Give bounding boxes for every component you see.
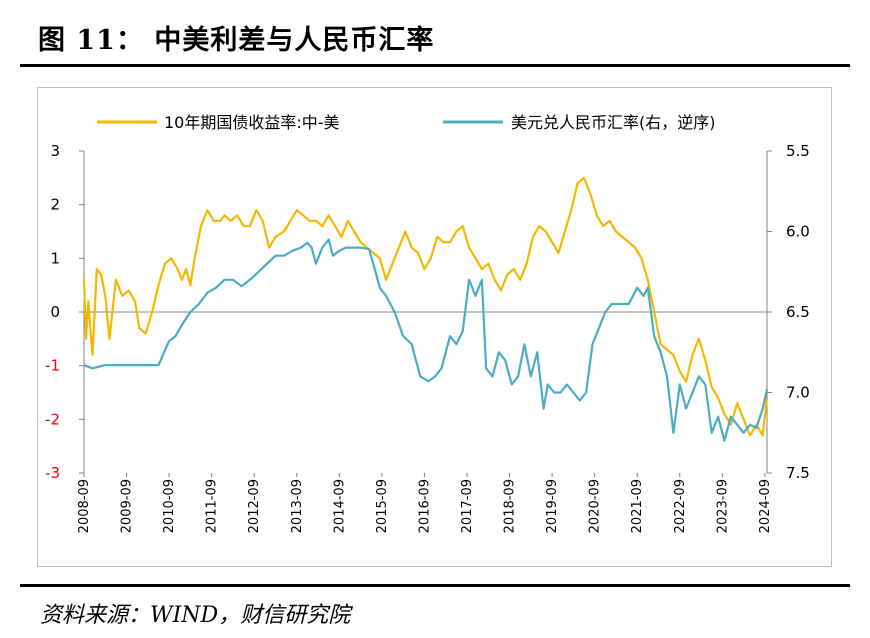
legend-label-spread: 10年期国债收益率:中-美: [164, 113, 340, 132]
right-tick-label: 7.0: [786, 384, 810, 402]
x-tick-label: 2010-09: [162, 479, 177, 533]
x-tick-label: 2018-09: [503, 479, 518, 533]
x-tick-label: 2013-09: [290, 479, 305, 533]
x-tick-label: 2022-09: [673, 479, 688, 533]
right-tick-label: 6.5: [786, 303, 810, 321]
bottom-rule: [20, 584, 850, 587]
x-tick-label: 2023-09: [715, 479, 730, 533]
legend-label-usdcny: 美元兑人民币汇率(右，逆序): [511, 113, 716, 132]
x-tick-label: 2015-09: [375, 479, 390, 533]
x-tick-label: 2017-09: [460, 479, 475, 533]
series-line-spread: [82, 176, 769, 437]
x-tick-label: 2021-09: [630, 479, 645, 533]
left-tick-label: 2: [50, 196, 60, 214]
figure-title: 图 11： 中美利差与人民币汇率: [38, 25, 435, 56]
chart-frame: [37, 87, 832, 567]
x-tick-label: 2009-09: [120, 479, 135, 533]
series-line-usdcny: [83, 238, 769, 442]
x-tick-label: 2020-09: [588, 479, 603, 533]
right-tick-label: 5.5: [786, 142, 810, 160]
left-tick-label: 1: [50, 249, 60, 267]
right-tick-label: 7.5: [786, 464, 810, 482]
x-tick-label: 2008-09: [77, 479, 92, 533]
left-tick-label: 3: [50, 142, 60, 160]
x-tick-label: 2024-09: [758, 479, 773, 533]
right-tick-label: 6.0: [786, 223, 810, 241]
left-tick-label: -3: [45, 464, 60, 482]
left-tick-label: -1: [45, 357, 60, 375]
left-tick-label: -2: [45, 410, 60, 428]
source-note: 资料来源：WIND，财信研究院: [40, 603, 351, 628]
x-tick-label: 2011-09: [205, 479, 220, 533]
x-tick-label: 2012-09: [247, 479, 262, 533]
top-rule: [20, 64, 850, 67]
left-tick-label: 0: [50, 303, 60, 321]
x-tick-label: 2016-09: [417, 479, 432, 533]
x-tick-label: 2014-09: [332, 479, 347, 533]
x-tick-label: 2019-09: [545, 479, 560, 533]
